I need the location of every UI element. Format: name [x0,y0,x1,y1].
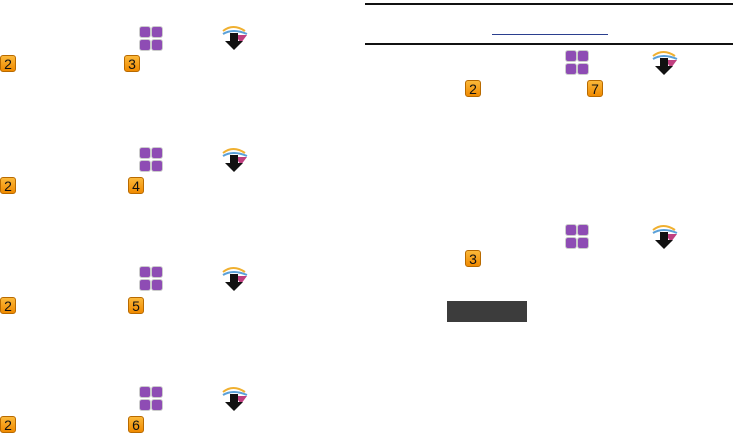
number-key-icon: 3 [124,55,140,72]
download-arrow-icon [222,148,248,172]
dark-button[interactable] [447,301,527,322]
apps-grid-icon [140,387,163,411]
apps-grid-icon [140,148,163,172]
download-arrow-icon [652,225,678,249]
apps-grid-icon [140,27,163,51]
number-key-icon: 2 [0,297,16,314]
number-key-icon: 6 [128,416,144,433]
number-key-icon: 2 [0,177,16,194]
apps-grid-icon [566,51,589,75]
download-arrow-icon [652,51,678,75]
number-key-icon: 5 [128,297,144,314]
apps-grid-icon [140,267,163,291]
link-underline[interactable] [492,34,608,35]
section-rule [365,43,733,45]
number-key-icon: 2 [0,416,16,433]
download-arrow-icon [222,387,248,411]
top-rule [365,3,733,5]
number-key-icon: 3 [465,250,481,267]
download-arrow-icon [222,267,248,291]
number-key-icon: 7 [587,80,603,97]
apps-grid-icon [566,225,589,249]
number-key-icon: 2 [0,55,16,72]
number-key-icon: 4 [128,177,144,194]
number-key-icon: 2 [465,80,481,97]
download-arrow-icon [222,26,248,50]
